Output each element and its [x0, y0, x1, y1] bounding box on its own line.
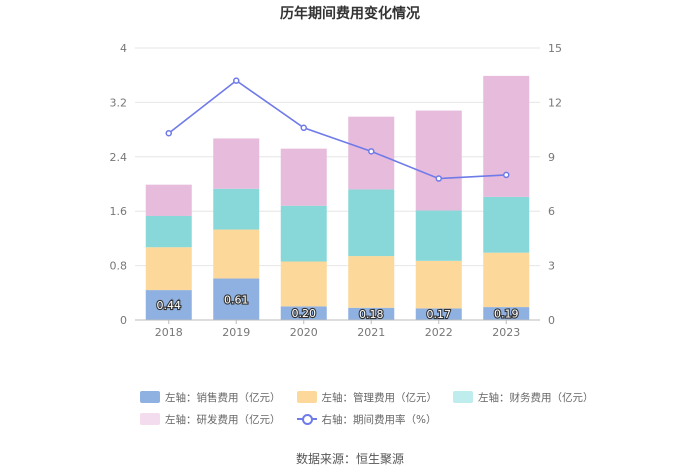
right-tick-label: 15 [548, 42, 562, 55]
bar-rnd [280, 148, 327, 206]
right-axis-ticks: 0 3 6 9 12 15 [548, 42, 562, 327]
x-tick-label: 2018 [155, 326, 183, 339]
bar-rnd [213, 138, 260, 189]
legend-swatch-rnd [140, 413, 160, 425]
legend-label-admin: 左轴：管理费用（亿元） [321, 391, 438, 404]
rate-point [233, 77, 240, 84]
legend-label-rate: 右轴：期间费用率（%） [321, 413, 437, 426]
right-tick-label: 9 [548, 151, 555, 164]
bar-finance [415, 210, 462, 261]
bar-sales [415, 308, 462, 320]
bar-series [145, 75, 530, 320]
left-axis-ticks: 0 0.8 1.6 2.4 3.2 4 [110, 42, 128, 327]
bar-sales [145, 290, 192, 320]
right-tick-label: 12 [548, 96, 562, 109]
left-tick-label: 0.8 [110, 260, 128, 273]
chart-title: 历年期间费用变化情况 [280, 6, 420, 22]
bar-admin [415, 260, 462, 309]
right-tick-label: 3 [548, 260, 555, 273]
rate-point [300, 124, 307, 132]
bar-admin [483, 252, 530, 308]
grid-lines [135, 47, 540, 267]
bar-rnd [483, 75, 530, 197]
bar-sales [348, 307, 395, 320]
rate-point [435, 175, 442, 182]
left-tick-label: 2.4 [110, 151, 128, 164]
left-tick-label: 0 [120, 314, 127, 327]
bar-data-label: 0.19 [494, 308, 519, 321]
bar-data-label: 0.20 [292, 307, 317, 320]
bar-admin [280, 261, 327, 307]
bar-data-label: 0.44 [157, 299, 182, 312]
bar-finance [145, 215, 192, 248]
legend-label-finance: 左轴：财务费用（亿元） [478, 391, 594, 404]
bar-rnd [145, 184, 192, 216]
legend-line-icon [296, 413, 317, 425]
bar-finance [280, 205, 327, 262]
x-tick-label: 2020 [290, 326, 318, 339]
bar-sales [483, 307, 530, 320]
legend-item-finance[interactable]: 左轴：财务费用（亿元） [453, 390, 594, 405]
legend-item-admin[interactable]: 左轴：管理费用（亿元） [296, 390, 438, 405]
bar-data-label: 0.17 [427, 308, 452, 321]
legend-item-sales[interactable]: 左轴：销售费用（亿元） [140, 390, 281, 405]
legend-swatch-finance [453, 391, 473, 403]
bar-data-labels: 0.44 0.61 0.20 0.18 0.17 0.19 [155, 292, 519, 322]
legend-swatch-sales [140, 391, 160, 403]
legend-swatch-admin [296, 391, 317, 403]
bar-admin [348, 256, 395, 308]
bar-data-label: 0.18 [359, 308, 384, 321]
bar-finance [213, 188, 260, 230]
left-tick-label: 3.2 [110, 96, 128, 109]
bar-admin [145, 247, 192, 291]
bar-finance [348, 189, 395, 257]
left-tick-label: 4 [120, 42, 127, 55]
chart-canvas: 0 0.8 1.6 2.4 3.2 4 0 3 6 9 12 15 2018 2019 2020 2021… [110, 42, 563, 339]
right-tick-label: 6 [548, 205, 555, 218]
legend-item-rnd[interactable]: 左轴：研发费用（亿元） [140, 412, 281, 427]
rate-line [168, 79, 507, 180]
rate-line-series [165, 77, 510, 182]
x-tick-label: 2021 [357, 326, 385, 339]
bar-finance [483, 196, 530, 253]
rate-point [165, 129, 172, 137]
bar-data-label: 0.61 [224, 293, 249, 306]
x-tick-label: 2019 [222, 326, 250, 339]
legend-item-rate[interactable]: 右轴：期间费用率（%） [296, 412, 437, 427]
data-source: 数据来源：恒生聚源 [295, 452, 404, 466]
legend: 左轴：销售费用（亿元） 左轴：管理费用（亿元） 左轴：财务费用（亿元） 左轴：研… [140, 387, 594, 431]
left-tick-label: 1.6 [110, 205, 128, 218]
bar-sales [280, 306, 327, 320]
bar-admin [213, 229, 260, 279]
x-axis: 2018 2019 2020 2021 2022 2023 [135, 319, 540, 339]
legend-label-rnd: 左轴：研发费用（亿元） [165, 413, 281, 426]
bar-rnd [415, 110, 462, 211]
rate-point [503, 171, 510, 179]
rate-point [368, 148, 375, 155]
bar-sales [213, 278, 260, 320]
right-tick-label: 0 [548, 314, 555, 327]
x-tick-label: 2022 [425, 326, 453, 339]
legend-label-sales: 左轴：销售费用（亿元） [165, 391, 281, 404]
x-tick-label: 2023 [492, 326, 520, 339]
